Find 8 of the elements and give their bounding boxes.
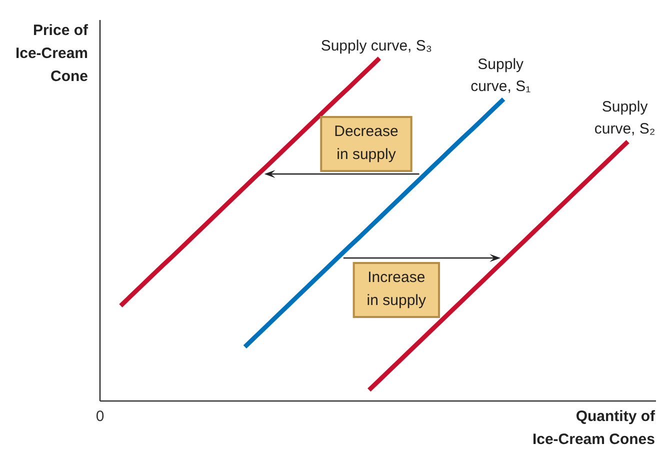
series-label: Supply curve, S₃: [320, 37, 432, 54]
x-axis-title: Quantity of Ice-Cream Cones: [532, 408, 656, 448]
series-label: Supply curve, S₁: [470, 56, 531, 96]
y-axis-title: Price of Ice-Cream Cone: [15, 22, 89, 85]
text: 0: [96, 408, 104, 425]
series-label: Supply curve, S₂: [594, 98, 656, 138]
annotation: Increase in supply: [366, 269, 427, 309]
annotation: Decrease in supply: [334, 123, 398, 163]
